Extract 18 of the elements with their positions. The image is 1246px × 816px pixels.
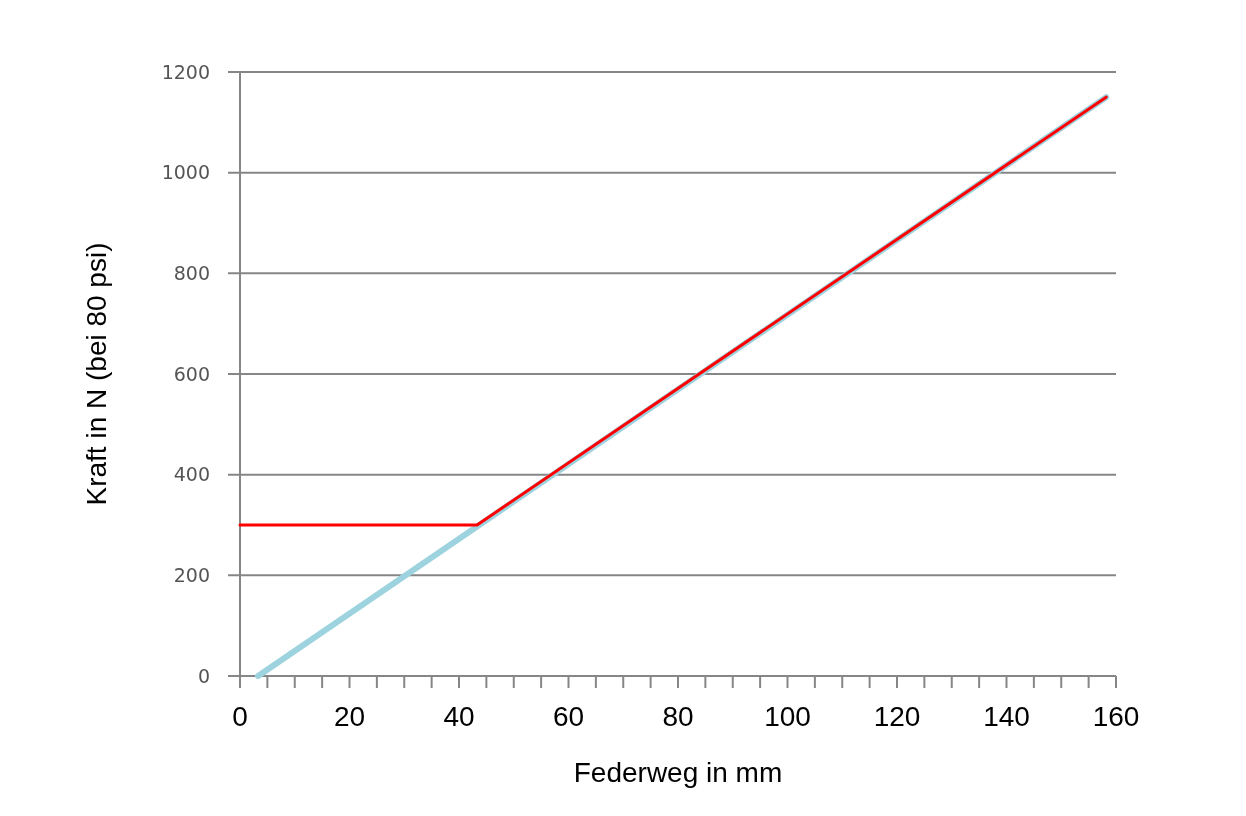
x-tick-label: 140 xyxy=(983,701,1030,732)
y-tick-label: 200 xyxy=(173,563,210,586)
y-tick-label: 400 xyxy=(173,463,210,486)
y-tick-label: 600 xyxy=(173,362,210,385)
x-tick-label: 160 xyxy=(1092,701,1140,732)
x-axis-title: Federweg in mm xyxy=(573,757,783,788)
x-tick-label: 20 xyxy=(333,701,366,732)
x-tick-label: 80 xyxy=(662,701,694,732)
x-tick-label: 120 xyxy=(873,701,921,732)
x-tick-label: 40 xyxy=(443,701,475,732)
y-tick-label: 800 xyxy=(173,261,210,284)
x-tick-label: 60 xyxy=(552,701,585,732)
x-tick-label: 100 xyxy=(764,701,811,732)
y-tick-label: 0 xyxy=(197,664,210,687)
y-tick-label: 1000 xyxy=(161,161,210,184)
y-axis-title: Kraft in N (bei 80 psi) xyxy=(81,242,112,506)
y-tick-label: 1200 xyxy=(161,60,210,83)
x-tick-label: 0 xyxy=(232,701,248,732)
